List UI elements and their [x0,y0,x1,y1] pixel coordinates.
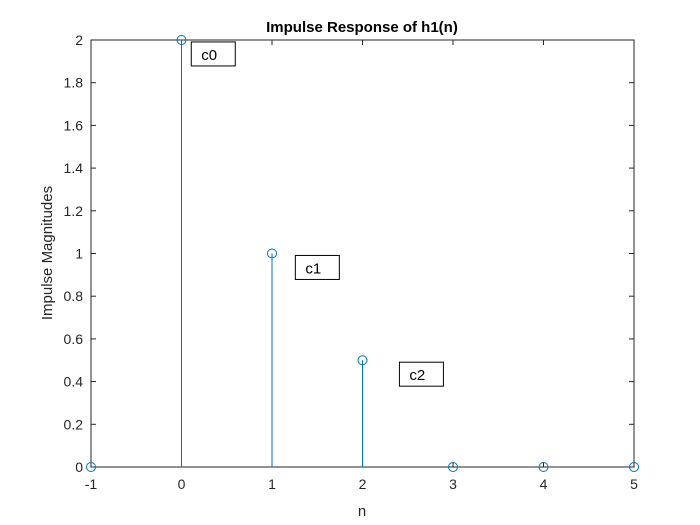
x-tick-label: 0 [178,476,186,492]
stem-marker [538,462,549,472]
stem-marker [176,35,187,45]
x-tick-label: -1 [85,476,98,492]
x-tick-label: 1 [268,476,276,492]
annotation-label: c0 [201,47,217,64]
x-tick-label: 4 [540,476,548,492]
chart-title: Impulse Response of h1(n) [266,19,458,36]
y-tick-label: 1.4 [64,160,84,176]
stem-marker [629,462,639,472]
y-tick-label: 0.2 [64,416,84,432]
y-tick-label: 1 [75,246,83,262]
x-tick-label: 2 [359,476,367,492]
y-tick-label: 0.8 [64,288,84,304]
y-tick-label: 0 [75,459,83,475]
x-axis-label: n [358,503,366,520]
annotation-box [294,254,340,280]
y-tick-label: 1.8 [64,75,84,91]
y-tick-label: 0.4 [64,374,84,390]
y-tick-label: 1.2 [64,203,84,219]
plot-area: -1 0 1 2 3 4 500.20.40.60.811.21.41.61.82c0c1c… [64,32,639,492]
y-tick-label: 0.6 [64,331,84,347]
annotation-label: c1 [305,260,321,277]
y-axis-label: Impulse Magnitudes [39,186,56,320]
annotation-box [398,361,444,387]
y-tick-label: 1.6 [64,117,84,133]
y-tick-label: 2 [75,32,83,48]
x-tick-label: 3 [449,476,457,492]
stem-marker [267,248,277,259]
x-tick-label: 5 [630,476,638,492]
annotation-label: c2 [409,367,425,384]
stem-marker [448,462,458,472]
annotation-box [190,41,236,67]
stem-marker [86,462,96,472]
stem-marker [357,355,368,366]
